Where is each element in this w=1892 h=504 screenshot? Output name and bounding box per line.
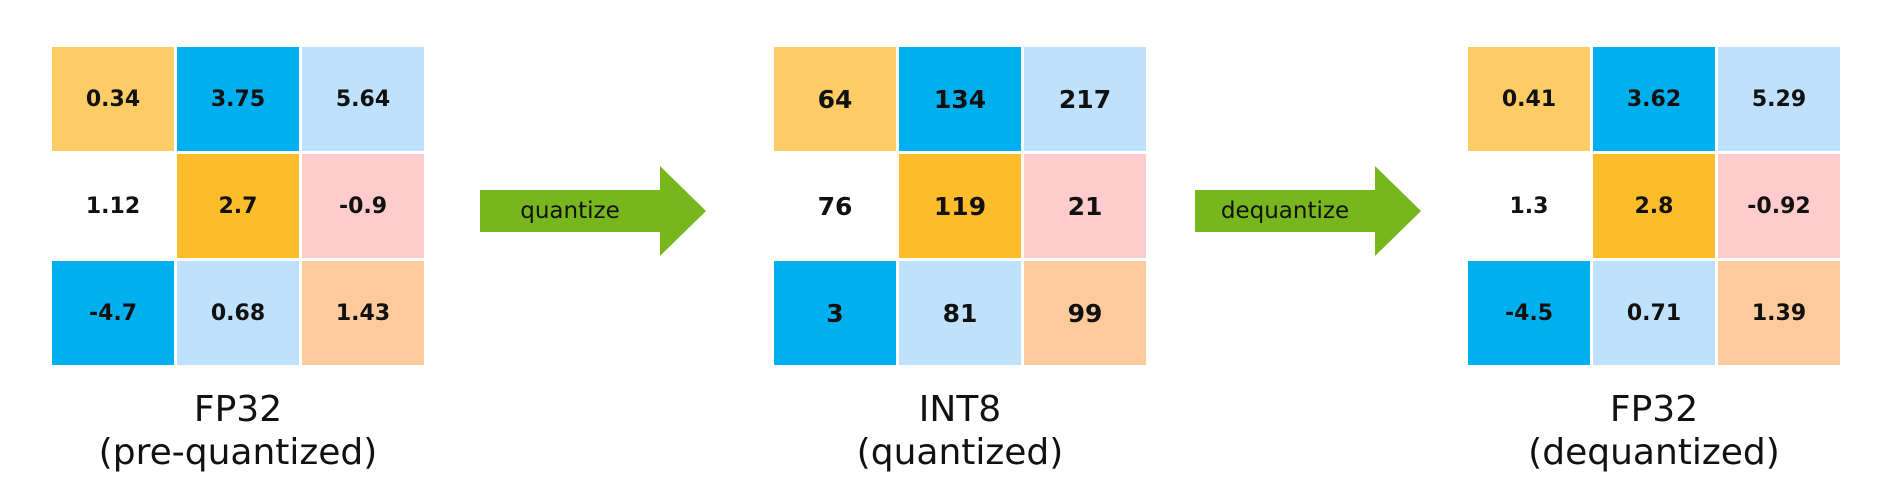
right-arrow-icon: [1195, 166, 1421, 256]
matrix-cell: 1.12: [52, 154, 174, 258]
matrix-cell: 5.29: [1718, 47, 1840, 151]
matrix-cell: 134: [899, 47, 1021, 151]
caption-subtitle: (pre-quantized): [98, 432, 378, 473]
matrix-cell: 217: [1024, 47, 1146, 151]
matrix-int8-quantized: 64 134 217 76 119 21 3 81 99: [774, 47, 1146, 365]
matrix-cell: 1.43: [302, 261, 424, 365]
matrix-cell: 76: [774, 154, 896, 258]
matrix-cell: 1.3: [1468, 154, 1590, 258]
matrix-cell: -4.5: [1468, 261, 1590, 365]
caption-title: FP32: [193, 389, 283, 430]
matrix-cell: 0.41: [1468, 47, 1590, 151]
quantize-arrow: quantize: [480, 166, 706, 256]
matrix-cell: 0.71: [1593, 261, 1715, 365]
matrix-fp32-pre-quantized: 0.34 3.75 5.64 1.12 2.7 -0.9 -4.7 0.68 1…: [52, 47, 424, 365]
caption-subtitle: (quantized): [856, 432, 1064, 473]
matrix-cell: 0.68: [177, 261, 299, 365]
dequantize-label: dequantize: [1220, 198, 1350, 224]
dequantize-arrow: dequantize: [1195, 166, 1421, 256]
matrix-cell: -4.7: [52, 261, 174, 365]
matrix-cell: 64: [774, 47, 896, 151]
matrix-cell: 2.8: [1593, 154, 1715, 258]
matrix-cell: 21: [1024, 154, 1146, 258]
matrix-cell: 5.64: [302, 47, 424, 151]
matrix-cell: 81: [899, 261, 1021, 365]
matrix-cell: 2.7: [177, 154, 299, 258]
caption-title: INT8: [918, 389, 1002, 430]
caption-title: FP32: [1609, 389, 1699, 430]
matrix-cell: 3.62: [1593, 47, 1715, 151]
matrix-cell: 3.75: [177, 47, 299, 151]
right-arrow-icon: [480, 166, 706, 256]
matrix-cell: 1.39: [1718, 261, 1840, 365]
matrix-cell: -0.9: [302, 154, 424, 258]
matrix-caption-int8-quantized: INT8 (quantized): [750, 388, 1170, 474]
matrix-cell: 119: [899, 154, 1021, 258]
caption-subtitle: (dequantized): [1528, 432, 1780, 473]
matrix-caption-fp32-dequantized: FP32 (dequantized): [1444, 388, 1864, 474]
matrix-cell: -0.92: [1718, 154, 1840, 258]
matrix-cell: 99: [1024, 261, 1146, 365]
matrix-cell: 3: [774, 261, 896, 365]
quantize-label: quantize: [520, 198, 620, 224]
matrix-caption-fp32-pre-quantized: FP32 (pre-quantized): [28, 388, 448, 474]
matrix-fp32-dequantized: 0.41 3.62 5.29 1.3 2.8 -0.92 -4.5 0.71 1…: [1468, 47, 1840, 365]
matrix-cell: 0.34: [52, 47, 174, 151]
